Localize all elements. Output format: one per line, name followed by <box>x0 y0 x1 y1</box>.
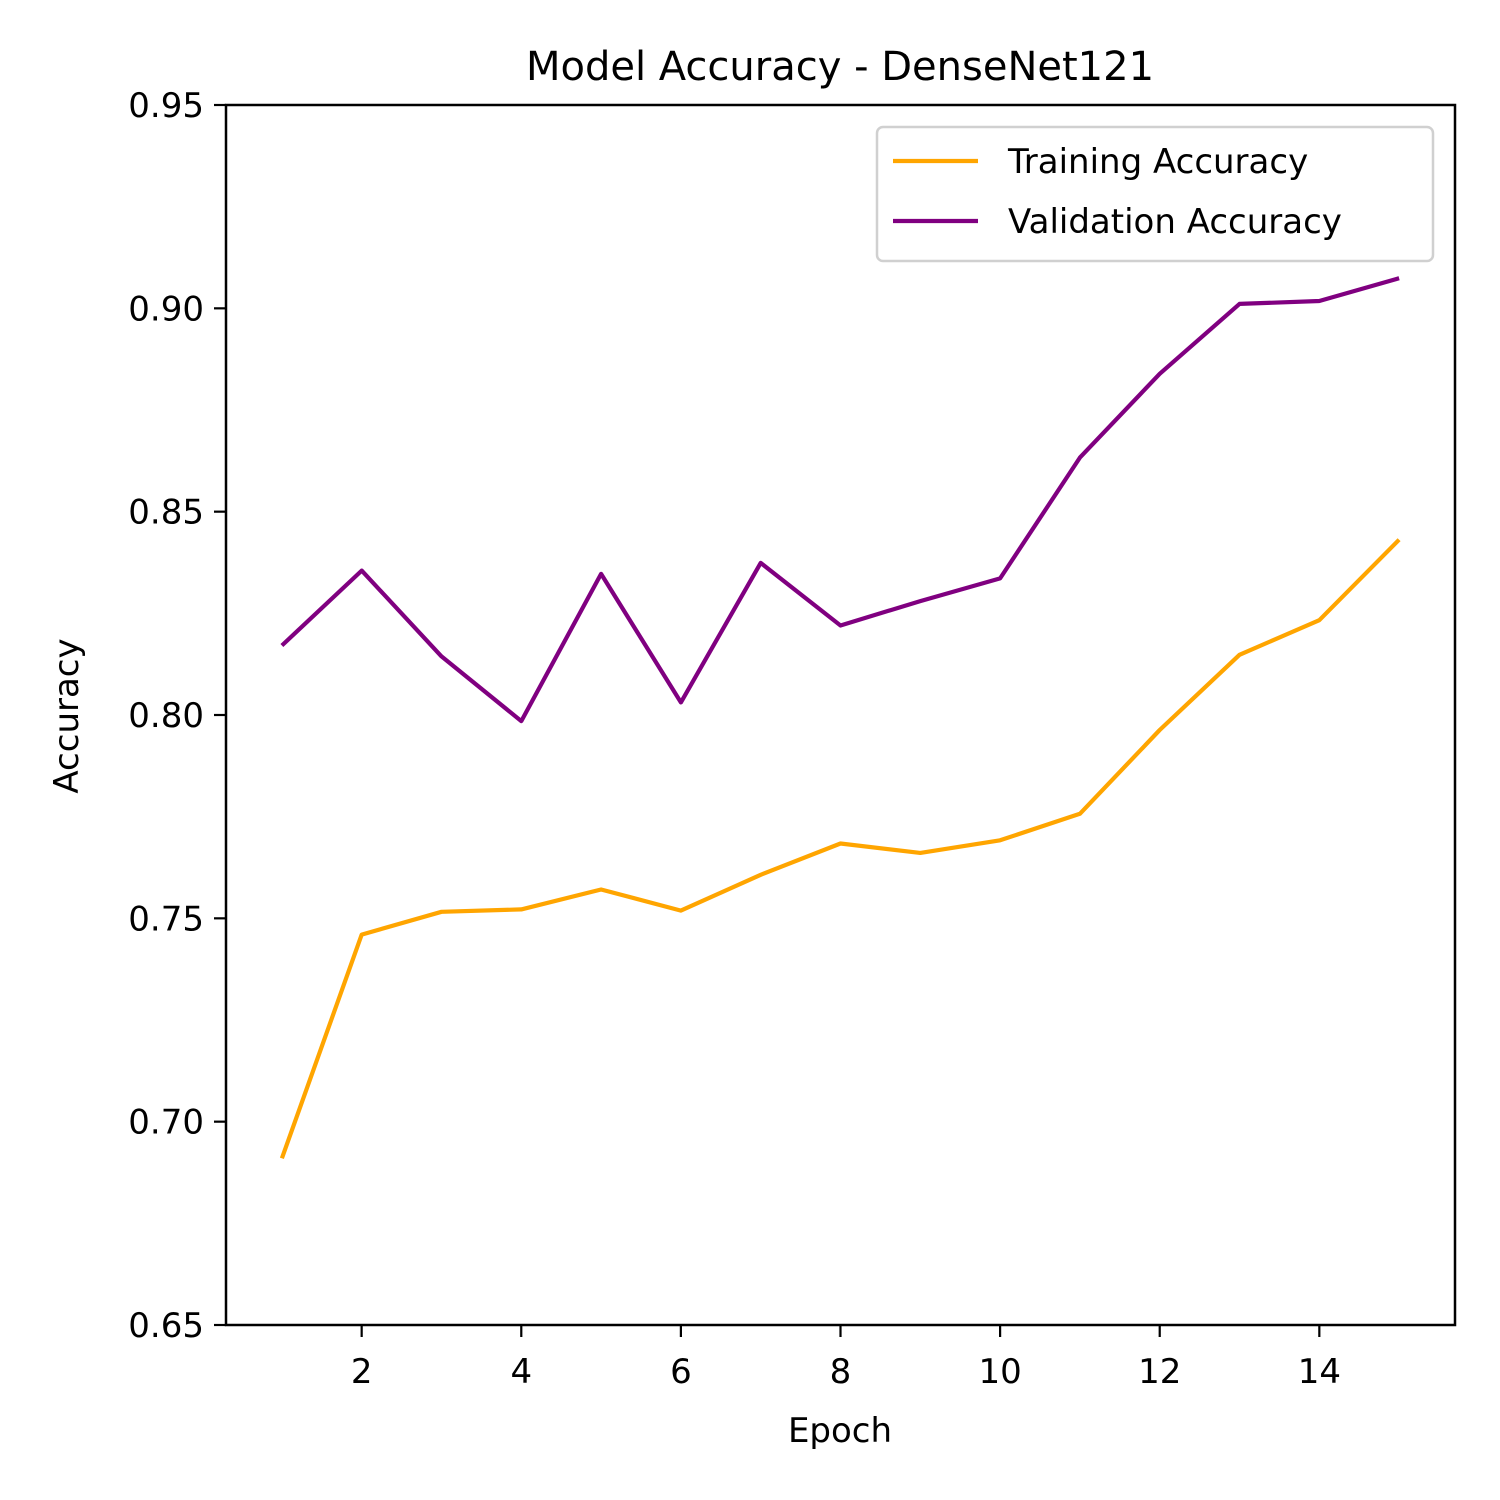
plot-area-frame <box>224 103 1457 1327</box>
y-tick-label: 0.85 <box>128 493 204 533</box>
y-tick-label: 0.90 <box>128 289 204 329</box>
series-layer <box>279 276 1401 1160</box>
x-tick-label: 2 <box>351 1352 373 1392</box>
x-tick-label: 8 <box>830 1352 852 1392</box>
legend-label: Validation Accuracy <box>1008 202 1342 242</box>
x-tick-label: 10 <box>978 1352 1021 1392</box>
y-tick-label: 0.65 <box>128 1306 204 1346</box>
y-tick-label: 0.80 <box>128 696 204 736</box>
y-axis: 0.65 0.70 0.75 0.80 0.85 0.90 0.95 <box>128 86 226 1346</box>
y-tick-label: 0.95 <box>128 86 204 126</box>
x-axis-label: Epoch <box>788 1411 892 1451</box>
x-tick-label: 14 <box>1298 1352 1341 1392</box>
series-line-training <box>279 538 1401 1160</box>
x-tick-label: 6 <box>670 1352 692 1392</box>
chart-title: Model Accuracy - DenseNet121 <box>526 44 1154 90</box>
y-tick-label: 0.70 <box>128 1103 204 1143</box>
legend-label: Training Accuracy <box>1007 142 1308 182</box>
x-tick-label: 4 <box>510 1352 532 1392</box>
y-tick-label: 0.75 <box>128 899 204 939</box>
series-line-validation <box>280 276 1400 724</box>
y-axis-label: Accuracy <box>47 638 87 793</box>
legend: Training Accuracy Validation Accuracy <box>875 125 1435 263</box>
x-axis: 2 4 6 8 10 12 14 <box>351 1325 1341 1392</box>
x-tick-label: 12 <box>1138 1352 1181 1392</box>
legend-frame <box>875 125 1435 263</box>
